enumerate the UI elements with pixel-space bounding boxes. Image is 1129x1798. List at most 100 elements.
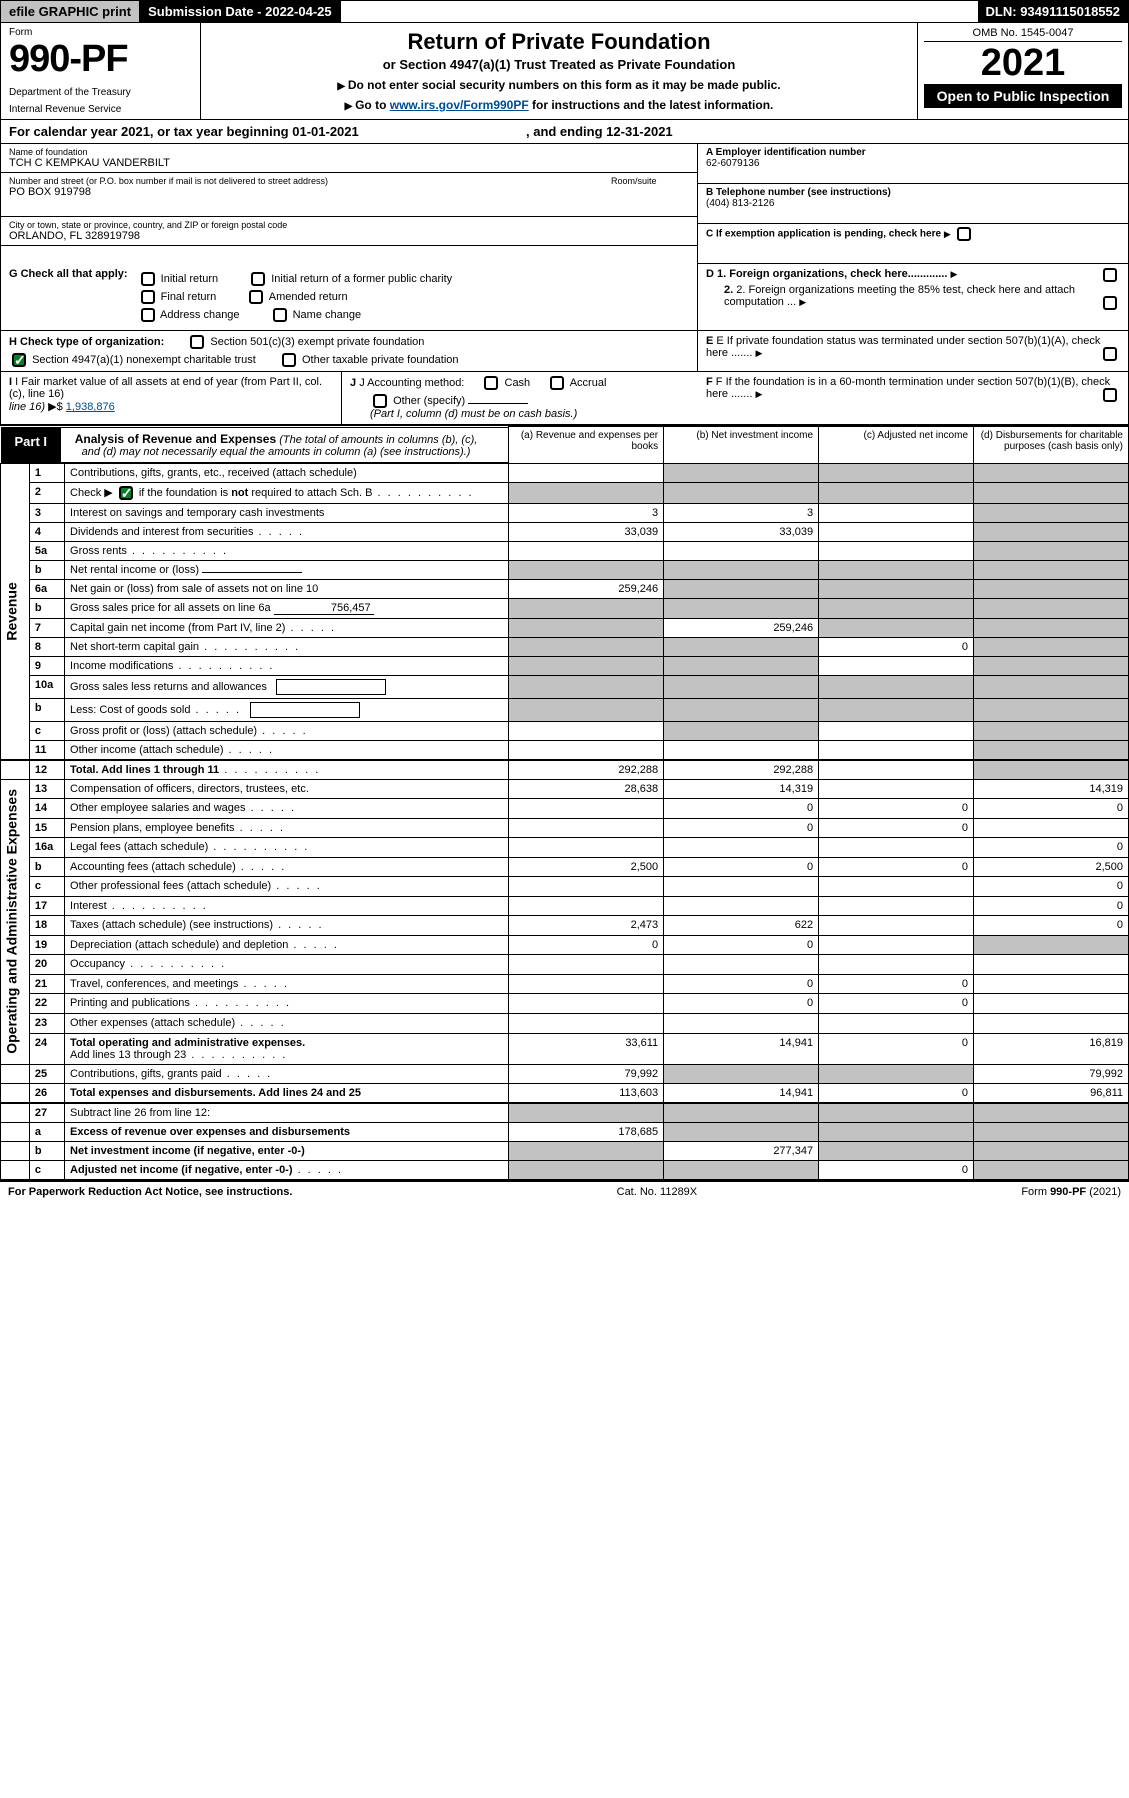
row-1: Revenue 1 Contributions, gifts, grants, …: [1, 463, 1129, 482]
r25-b: [664, 1065, 819, 1084]
r16c-desc: Other professional fees (attach schedule…: [65, 877, 509, 897]
other-specify-line[interactable]: [468, 403, 528, 404]
r16c-c: [819, 877, 974, 897]
chk-501c3[interactable]: [190, 335, 204, 349]
j-accrual: Accrual: [570, 377, 607, 389]
h-opt2: Section 4947(a)(1) nonexempt charitable …: [32, 354, 256, 366]
efile-badge[interactable]: efile GRAPHIC print: [1, 1, 140, 22]
r10b-c: [819, 698, 974, 721]
r16c-d2: 0: [974, 877, 1129, 897]
chk-accrual[interactable]: [550, 376, 564, 390]
r20-b: [664, 955, 819, 975]
f-label: F If the foundation is in a 60-month ter…: [706, 376, 1110, 400]
r17-desc: Interest: [65, 896, 509, 916]
row-20: 20 Occupancy: [1, 955, 1129, 975]
r23-desc: Other expenses (attach schedule): [65, 1013, 509, 1033]
f-block: F F If the foundation is in a 60-month t…: [698, 372, 1128, 424]
r27c-b: [664, 1161, 819, 1180]
r23-d2: [974, 1013, 1129, 1033]
city-value: ORLANDO, FL 328919798: [9, 230, 689, 242]
top-bar: efile GRAPHIC print Submission Date - 20…: [0, 0, 1129, 23]
r2-d: [974, 482, 1129, 503]
r8-d: Net short-term capital gain: [70, 641, 199, 653]
chk-other-acct[interactable]: [373, 394, 387, 408]
footer-mid: Cat. No. 11289X: [617, 1186, 698, 1198]
r7-d: [974, 618, 1129, 637]
row-23: 23 Other expenses (attach schedule): [1, 1013, 1129, 1033]
chk-schb[interactable]: [119, 486, 133, 500]
c-checkbox[interactable]: [957, 227, 971, 241]
r10b-d: Less: Cost of goods sold: [70, 704, 190, 716]
addr-label: Number and street (or P.O. box number if…: [9, 176, 689, 186]
name-label: Name of foundation: [9, 147, 689, 157]
d1-checkbox[interactable]: [1103, 268, 1117, 282]
col-b-header: (b) Net investment income: [664, 427, 819, 464]
row-21: 21 Travel, conferences, and meetings 0 0: [1, 974, 1129, 994]
arrow-icon: [944, 229, 951, 240]
r18-c: [819, 916, 974, 936]
r20-num: 20: [29, 955, 64, 975]
chk-cash[interactable]: [484, 376, 498, 390]
r12-num: 12: [29, 760, 64, 780]
r16c-num: c: [29, 877, 64, 897]
r10c-a: [509, 721, 664, 740]
row-7: 7 Capital gain net income (from Part IV,…: [1, 618, 1129, 637]
g-label: G Check all that apply:: [9, 268, 128, 280]
r13-d: 14,319: [974, 779, 1129, 799]
f-checkbox[interactable]: [1103, 388, 1117, 402]
row-27c: c Adjusted net income (if negative, ente…: [1, 1161, 1129, 1180]
r10a-b: [664, 675, 819, 698]
r27-b: [664, 1103, 819, 1123]
r23-b: [664, 1013, 819, 1033]
r3-d: [974, 503, 1129, 522]
r10a-num: 10a: [29, 675, 64, 698]
chk-address[interactable]: [141, 308, 155, 322]
address-row: Number and street (or P.O. box number if…: [1, 173, 697, 217]
opt-name: Name change: [293, 309, 362, 321]
r4-d: [974, 522, 1129, 541]
r10b-num: b: [29, 698, 64, 721]
r14-num: 14: [29, 799, 64, 819]
chk-other-taxable[interactable]: [282, 353, 296, 367]
row-13: Operating and Administrative Expenses 13…: [1, 779, 1129, 799]
chk-initial-former[interactable]: [251, 272, 265, 286]
opt-initial-former: Initial return of a former public charit…: [271, 273, 452, 285]
footer-right-pre: Form: [1021, 1186, 1050, 1198]
chk-name[interactable]: [273, 308, 287, 322]
city-label: City or town, state or province, country…: [9, 220, 689, 230]
r5a-desc: Gross rents: [65, 541, 509, 560]
d2-checkbox[interactable]: [1103, 296, 1117, 310]
c-label: C If exemption application is pending, c…: [706, 229, 941, 240]
chk-initial-return[interactable]: [141, 272, 155, 286]
r7-d: Capital gain net income (from Part IV, l…: [70, 622, 285, 634]
r16c-d: Other professional fees (attach schedule…: [70, 880, 271, 892]
r23-a: [509, 1013, 664, 1033]
row-15: 15 Pension plans, employee benefits 0 0: [1, 818, 1129, 838]
chk-4947[interactable]: [12, 353, 26, 367]
footer-right-post: (2021): [1086, 1186, 1121, 1198]
ein-value: 62-6079136: [706, 158, 1120, 169]
subdate-value: 2022-04-25: [265, 4, 332, 19]
row-24: 24 Total operating and administrative ex…: [1, 1033, 1129, 1065]
r21-a: [509, 974, 664, 994]
r17-d2: 0: [974, 896, 1129, 916]
header-left: Form 990-PF Department of the Treasury I…: [1, 23, 201, 119]
footer-right: Form 990-PF (2021): [1021, 1186, 1121, 1198]
row-10a: 10a Gross sales less returns and allowan…: [1, 675, 1129, 698]
form990pf-link[interactable]: www.irs.gov/Form990PF: [390, 98, 529, 112]
note2-post: for instructions and the latest informat…: [529, 98, 774, 112]
r11-b: [664, 740, 819, 760]
r26-dd: 96,811: [974, 1084, 1129, 1104]
opt-amended: Amended return: [269, 291, 348, 303]
chk-final[interactable]: [141, 290, 155, 304]
r25-a: 79,992: [509, 1065, 664, 1084]
r16b-desc: Accounting fees (attach schedule): [65, 857, 509, 877]
r25-c: [819, 1065, 974, 1084]
r16b-c: 0: [819, 857, 974, 877]
calyear-pre: For calendar year 2021, or tax year begi…: [9, 124, 292, 139]
r27c-num: c: [29, 1161, 64, 1180]
e-checkbox[interactable]: [1103, 347, 1117, 361]
r1-num: 1: [29, 463, 64, 482]
chk-amended[interactable]: [249, 290, 263, 304]
r12-desc: Total. Add lines 1 through 11: [65, 760, 509, 780]
